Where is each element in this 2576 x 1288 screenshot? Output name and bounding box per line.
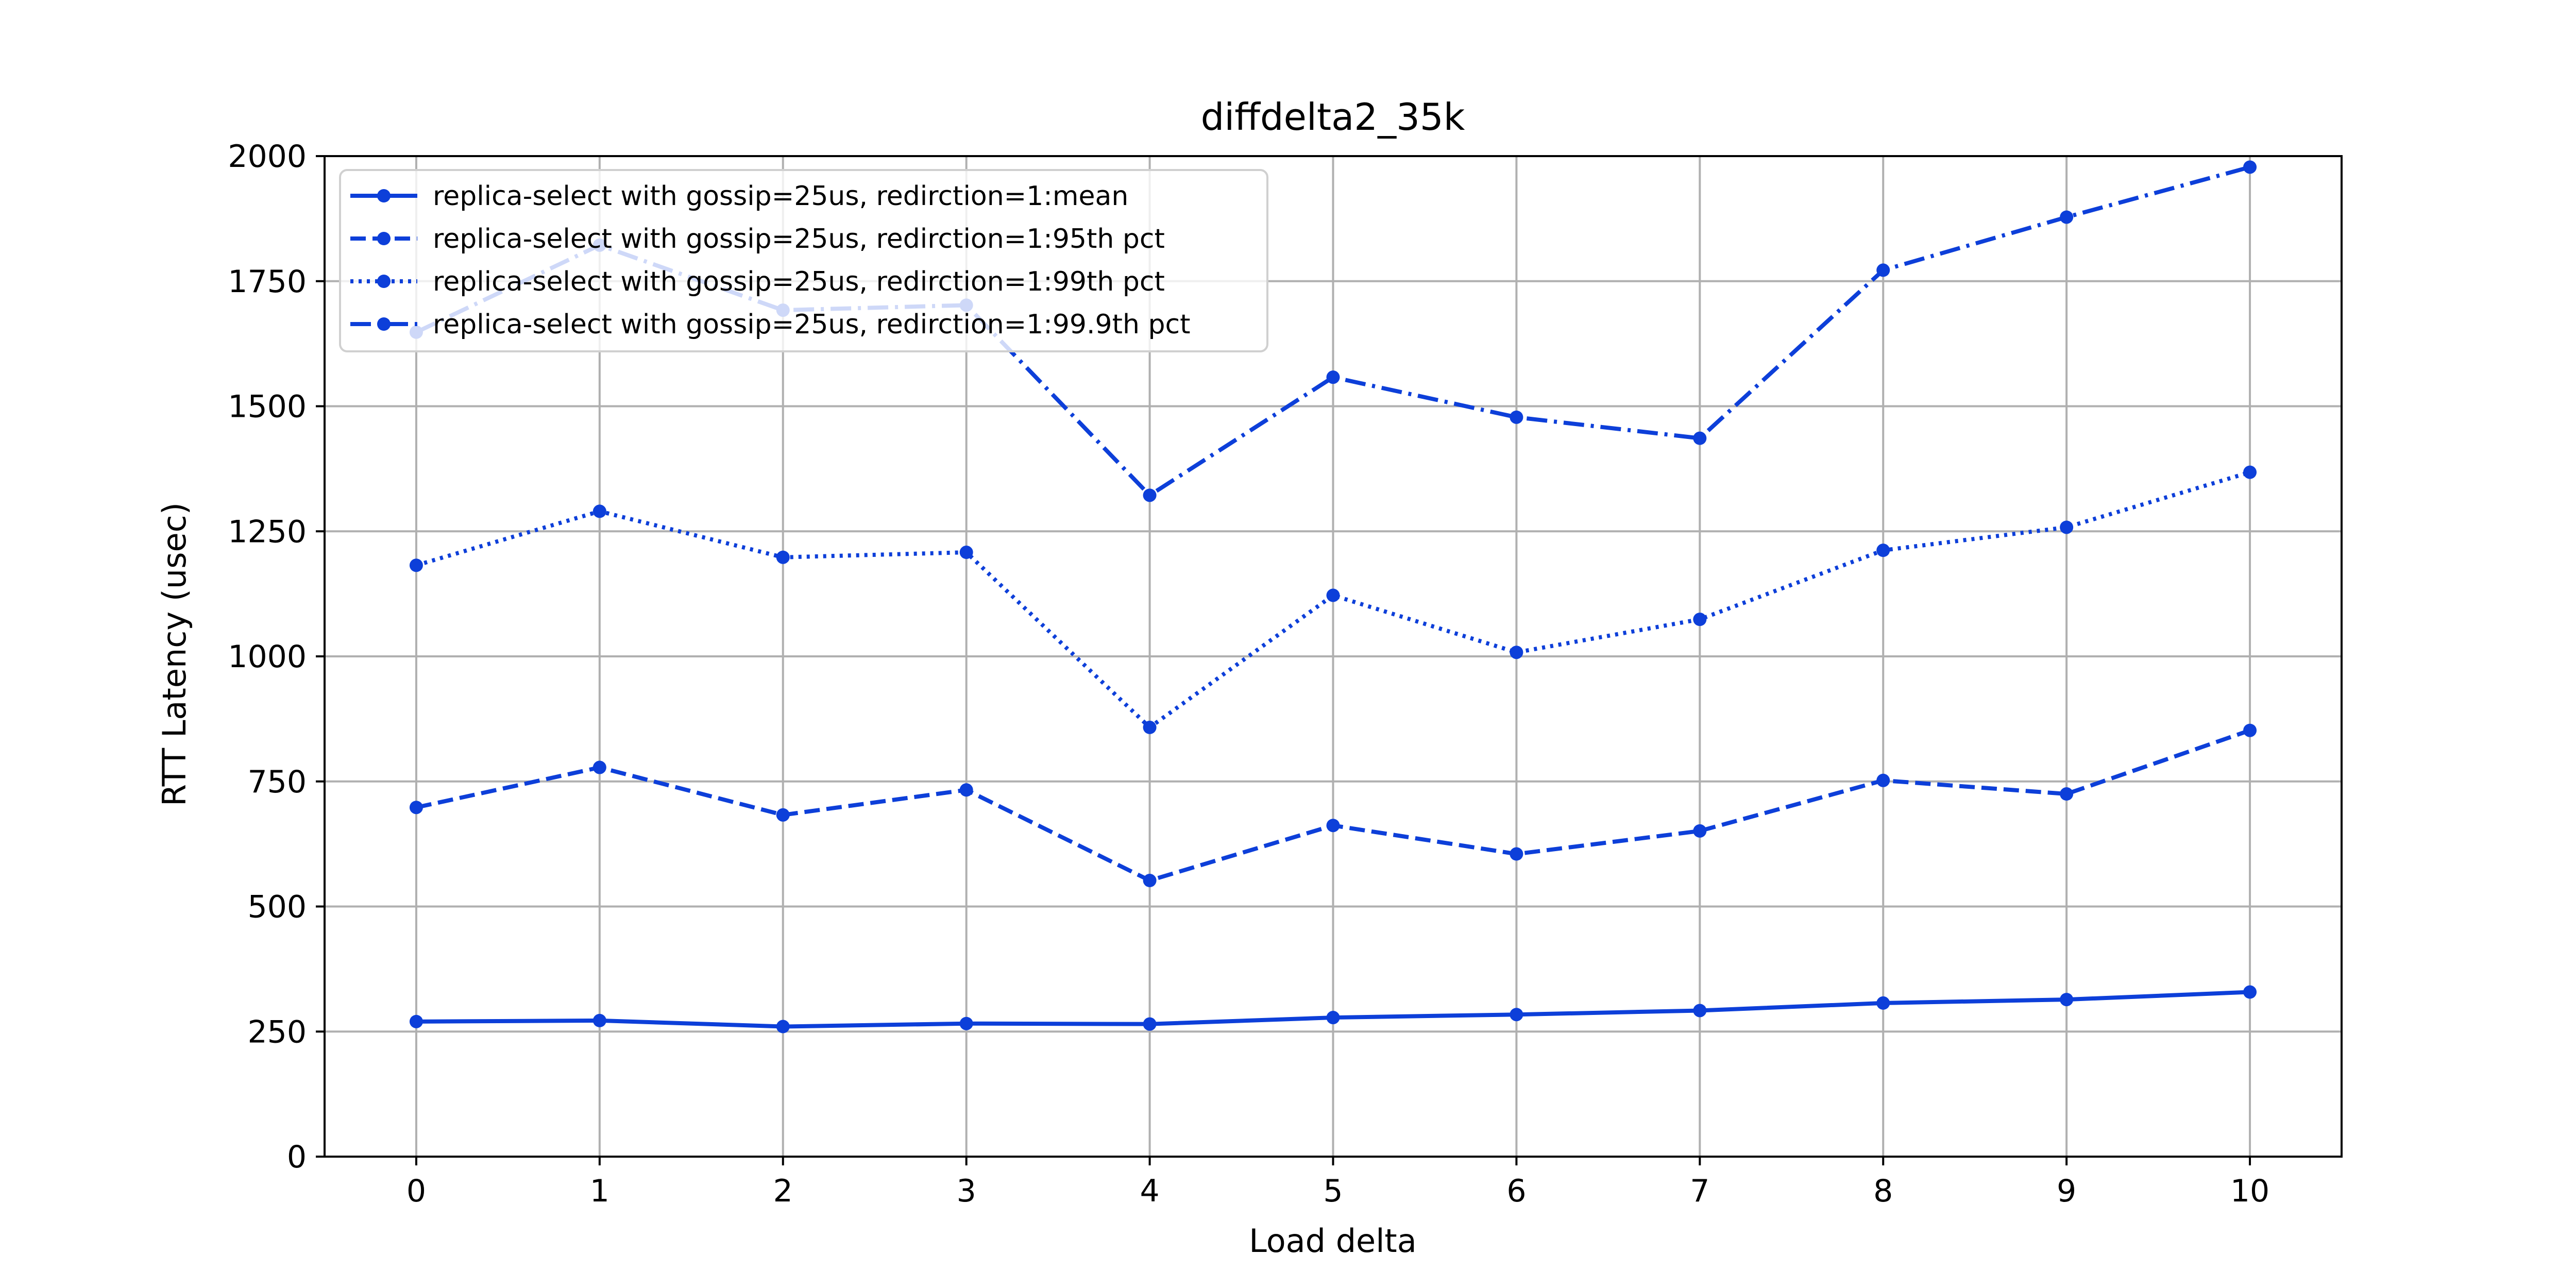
data-point [2060, 993, 2074, 1007]
legend-marker [377, 275, 391, 288]
legend-marker [377, 317, 391, 331]
x-tick-label: 2 [773, 1173, 793, 1209]
chart-title: diffdelta2_35k [1201, 95, 1465, 139]
x-tick-label: 4 [1140, 1173, 1159, 1209]
data-point [592, 1013, 606, 1027]
data-point [776, 550, 790, 564]
legend-entry: replica-select with gossip=25us, redirct… [350, 181, 1128, 212]
y-tick-label: 1000 [228, 639, 307, 675]
data-point [1510, 1008, 1523, 1022]
data-point [1510, 847, 1523, 861]
data-point [2243, 723, 2257, 737]
data-point [2243, 985, 2257, 999]
series-lines [409, 160, 2257, 1033]
data-point [409, 1014, 423, 1028]
data-point [1876, 773, 1890, 787]
x-tick-label: 8 [1873, 1173, 1893, 1209]
data-point [409, 801, 423, 815]
data-point [1326, 588, 1340, 602]
y-tick-label: 750 [247, 764, 307, 800]
x-tick-label: 5 [1323, 1173, 1343, 1209]
x-tick-label: 9 [2057, 1173, 2076, 1209]
data-point [1876, 263, 1890, 277]
data-point [592, 760, 606, 774]
data-point [1326, 370, 1340, 384]
data-point [1693, 431, 1707, 445]
y-tick-label: 2000 [228, 139, 307, 175]
series-solid [409, 985, 2257, 1033]
data-point [959, 1016, 973, 1030]
legend-label: replica-select with gossip=25us, redirct… [433, 309, 1190, 340]
x-tick-label: 0 [406, 1173, 426, 1209]
y-tick-label: 1500 [228, 389, 307, 425]
data-point [959, 546, 973, 560]
data-point [1876, 996, 1890, 1010]
legend-entry: replica-select with gossip=25us, redirct… [350, 309, 1190, 340]
legend-marker [377, 189, 391, 202]
y-tick-label: 0 [287, 1139, 307, 1175]
x-tick-label: 10 [2230, 1173, 2269, 1209]
data-point [1693, 1004, 1707, 1018]
data-point [2060, 210, 2074, 224]
y-tick-label: 1750 [228, 264, 307, 300]
legend-entry: replica-select with gossip=25us, redirct… [350, 266, 1165, 297]
data-point [1143, 874, 1157, 888]
data-point [1143, 488, 1157, 502]
data-point [2060, 787, 2074, 801]
data-point [1693, 613, 1707, 626]
axis-ticks: 0 1 2 3 4 5 6 7 8 9 10 0 250 500 750 1000 1250 1500 1750 20… [228, 139, 2269, 1209]
data-point [592, 504, 606, 518]
data-point [1693, 824, 1707, 838]
data-point [2243, 465, 2257, 479]
legend-label: replica-select with gossip=25us, redirct… [433, 266, 1165, 297]
legend-marker [377, 232, 391, 245]
y-tick-label: 1250 [228, 514, 307, 550]
y-tick-label: 250 [247, 1014, 307, 1050]
y-axis-label: RTT Latency (usec) [156, 502, 193, 806]
data-point [2243, 160, 2257, 174]
data-point [776, 808, 790, 822]
x-tick-label: 6 [1506, 1173, 1526, 1209]
data-point [1143, 720, 1157, 734]
legend: replica-select with gossip=25us, redirct… [339, 169, 1268, 352]
x-tick-label: 1 [590, 1173, 609, 1209]
legend-box [339, 169, 1268, 352]
legend-entry: replica-select with gossip=25us, redirct… [350, 224, 1165, 255]
series-dashed [409, 723, 2257, 888]
data-point [2060, 520, 2074, 534]
data-point [1143, 1017, 1157, 1031]
data-point [959, 783, 973, 797]
data-point [1510, 646, 1523, 659]
data-point [1510, 410, 1523, 424]
legend-label: replica-select with gossip=25us, redirct… [433, 181, 1128, 212]
y-tick-label: 500 [247, 889, 307, 925]
data-point [1326, 1011, 1340, 1025]
x-tick-label: 7 [1690, 1173, 1709, 1209]
series-dotted [409, 465, 2257, 734]
data-point [776, 1020, 790, 1033]
data-point [1326, 819, 1340, 833]
data-point [1876, 544, 1890, 557]
data-point [409, 558, 423, 572]
legend-label: replica-select with gossip=25us, redirct… [433, 224, 1165, 255]
x-tick-label: 3 [957, 1173, 976, 1209]
series-line [415, 165, 2251, 498]
x-axis-label: Load delta [1249, 1222, 1416, 1260]
